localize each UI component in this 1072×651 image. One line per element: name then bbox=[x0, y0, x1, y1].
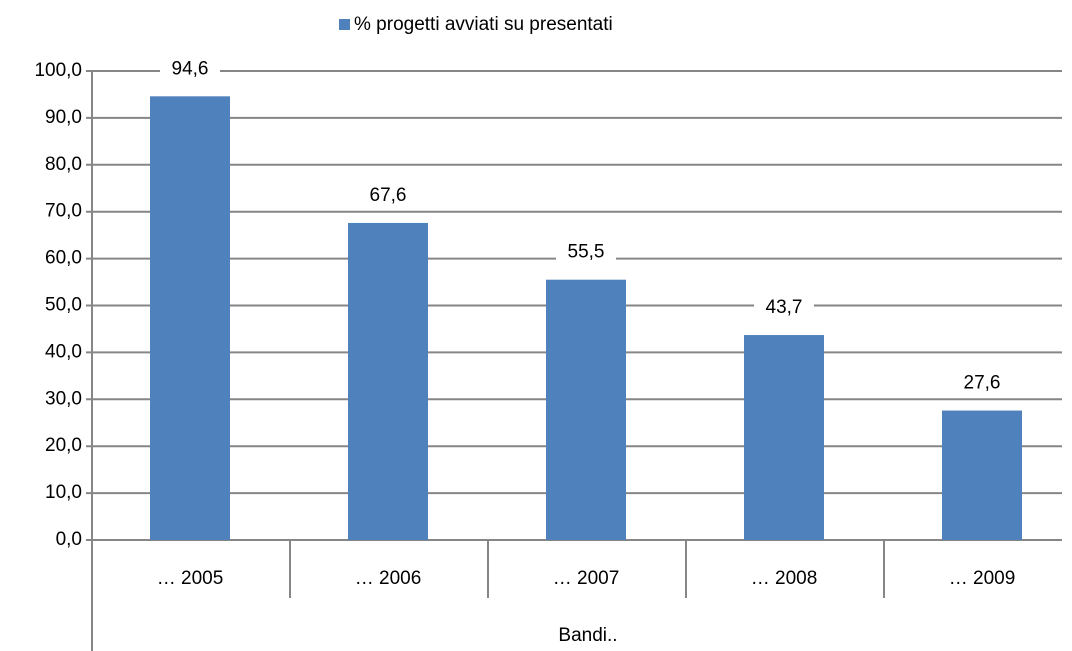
value-label-bg bbox=[556, 239, 616, 266]
x-axis-title: Bandi.. bbox=[558, 625, 617, 646]
value-label-bg bbox=[754, 295, 814, 322]
value-label: 67,6 bbox=[370, 185, 407, 206]
legend-label: % progetti avviati su presentati bbox=[354, 14, 613, 35]
y-tick-label: 10,0 bbox=[45, 482, 82, 503]
bar bbox=[348, 222, 428, 540]
bar bbox=[546, 279, 626, 540]
value-label-bg bbox=[358, 182, 418, 209]
y-tick-label: 30,0 bbox=[45, 388, 82, 409]
bar bbox=[744, 335, 824, 540]
y-tick-label: 80,0 bbox=[45, 154, 82, 175]
value-label: 43,7 bbox=[766, 297, 803, 318]
x-tick-label: … 2006 bbox=[355, 568, 422, 589]
value-label-bg bbox=[160, 56, 220, 83]
y-tick-label: 40,0 bbox=[45, 341, 82, 362]
legend-swatch bbox=[339, 19, 350, 30]
x-tick-label: … 2009 bbox=[949, 568, 1016, 589]
value-label: 94,6 bbox=[172, 58, 209, 79]
value-label: 27,6 bbox=[964, 373, 1001, 394]
x-tick-label: … 2008 bbox=[751, 568, 818, 589]
bar bbox=[150, 96, 230, 541]
y-tick-label: 70,0 bbox=[45, 201, 82, 222]
y-tick-label: 0,0 bbox=[56, 529, 82, 550]
x-tick-label: … 2005 bbox=[157, 568, 224, 589]
y-tick-label: 90,0 bbox=[45, 107, 82, 128]
y-tick-label: 60,0 bbox=[45, 248, 82, 269]
y-tick-label: 50,0 bbox=[45, 295, 82, 316]
x-tick-label: … 2007 bbox=[553, 568, 620, 589]
bar bbox=[942, 410, 1022, 540]
value-label: 55,5 bbox=[568, 242, 605, 263]
y-tick-label: 100,0 bbox=[34, 60, 82, 81]
y-tick-label: 20,0 bbox=[45, 435, 82, 456]
value-label-bg bbox=[952, 370, 1012, 397]
